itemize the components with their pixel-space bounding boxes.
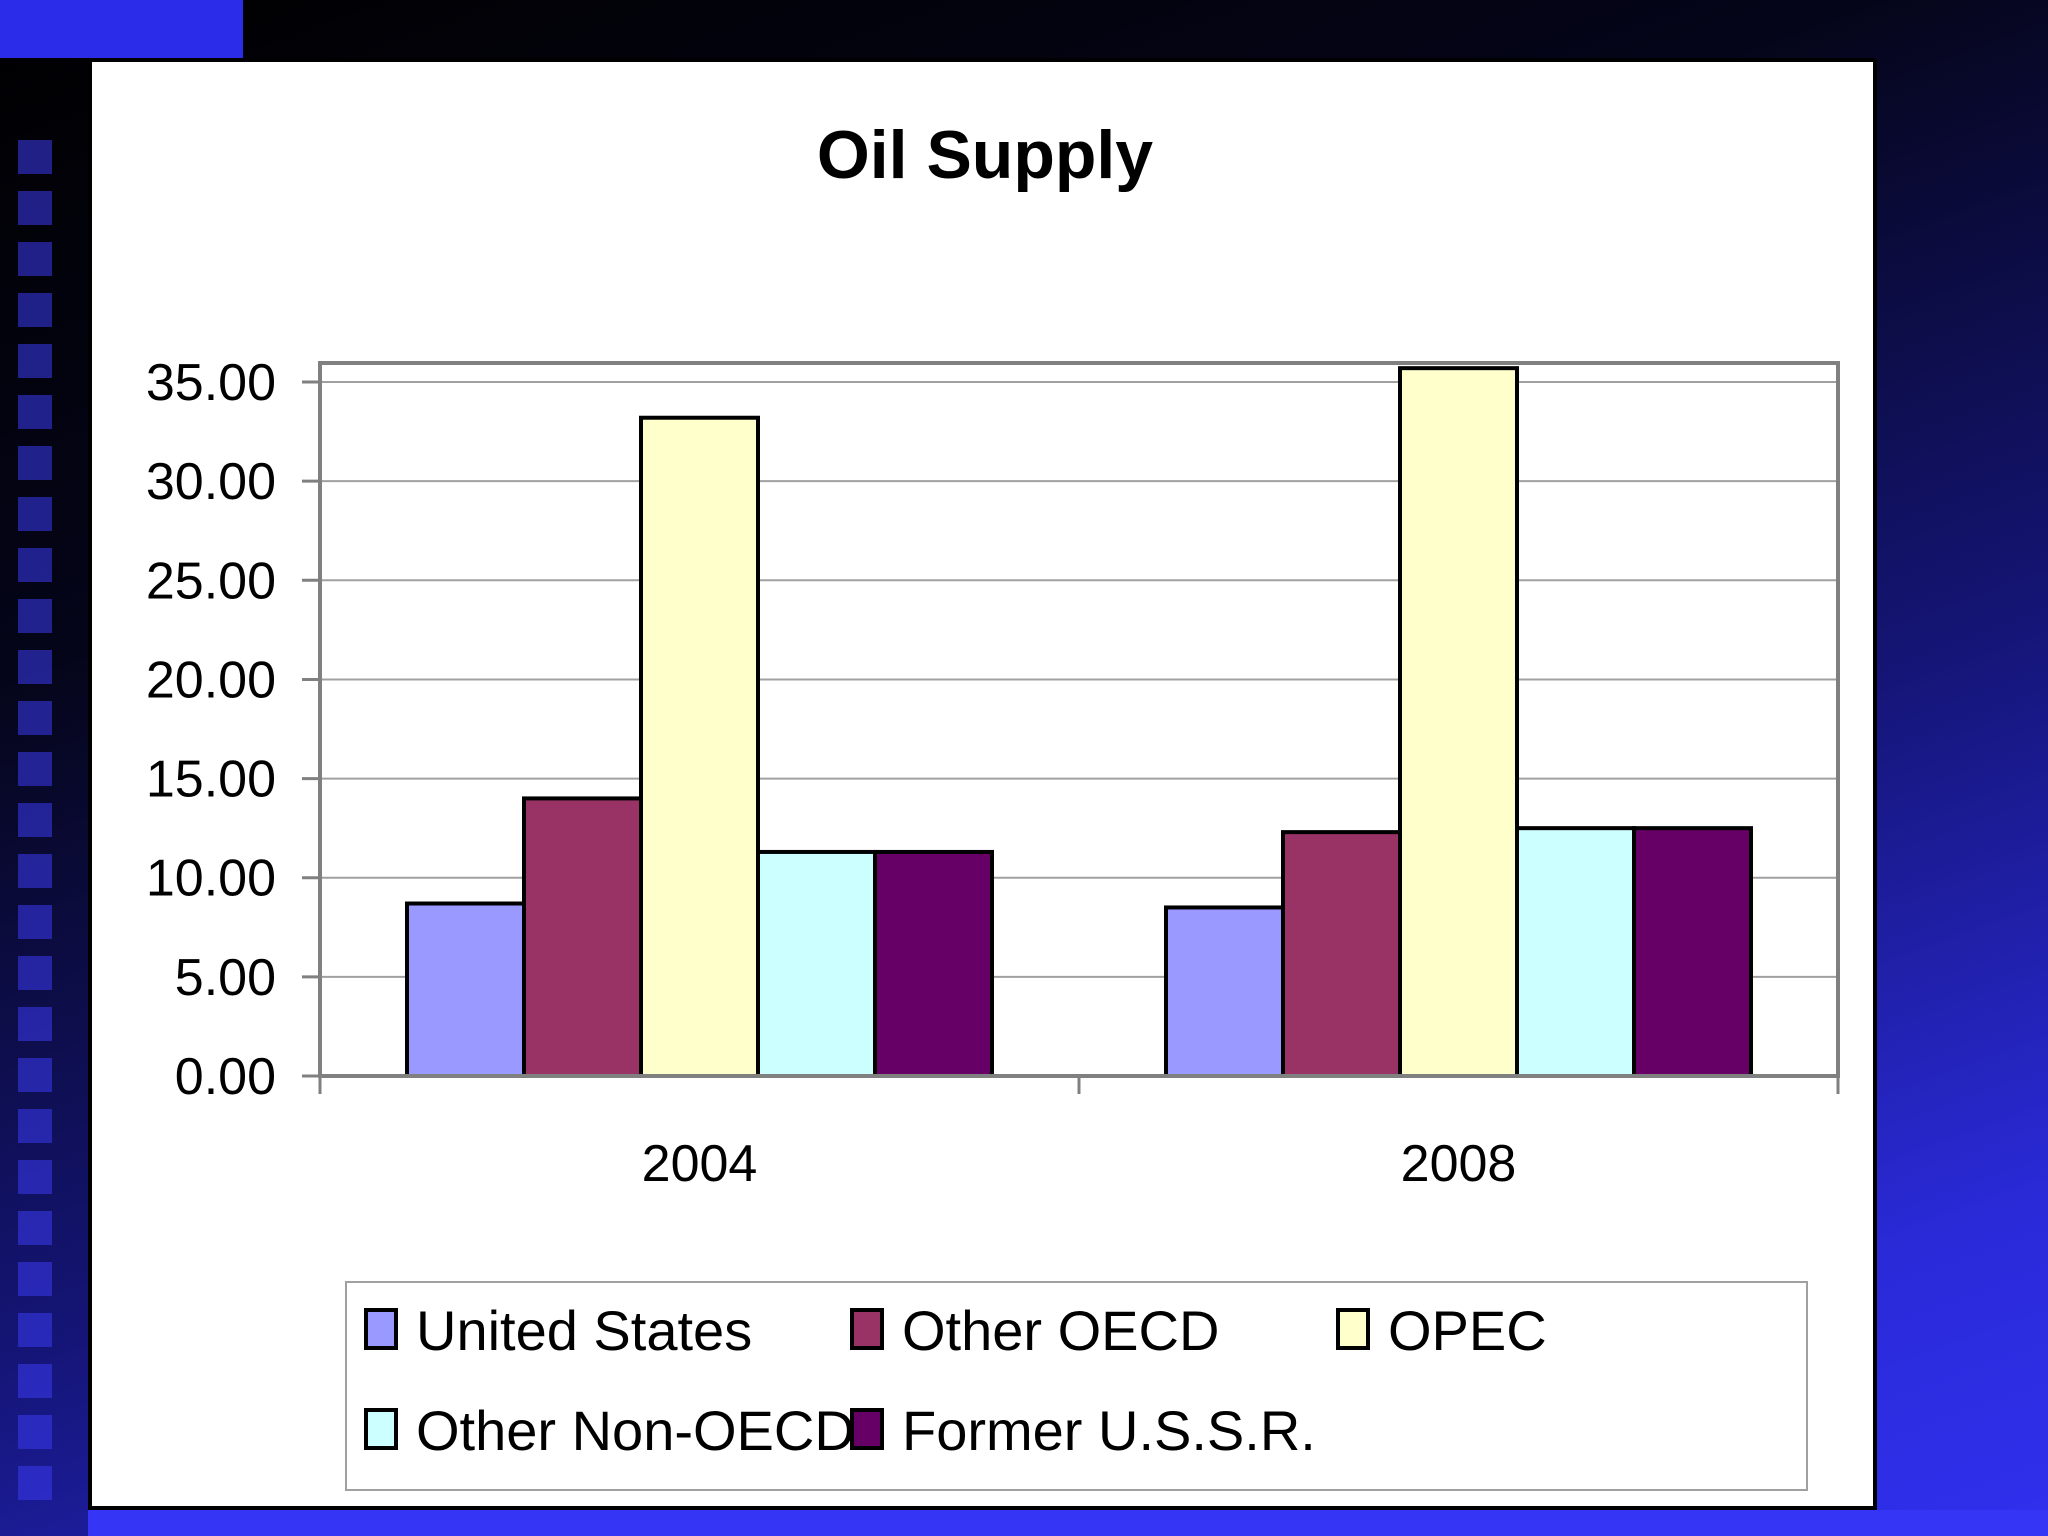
decor-square xyxy=(18,497,52,531)
legend-swatch xyxy=(364,1308,398,1350)
decor-square xyxy=(18,1007,52,1041)
bar xyxy=(639,415,760,1078)
y-tick-label: 10.00 xyxy=(146,850,276,908)
y-tick-label: 5.00 xyxy=(175,949,276,1007)
decor-band xyxy=(0,0,243,58)
bar xyxy=(756,849,877,1078)
y-tick-label: 30.00 xyxy=(146,453,276,511)
bar xyxy=(1632,826,1753,1079)
decor-square xyxy=(18,650,52,684)
bar xyxy=(1515,826,1636,1079)
bar xyxy=(873,849,994,1078)
decor-square xyxy=(18,1313,52,1347)
legend-box xyxy=(345,1281,1808,1491)
legend-swatch xyxy=(850,1408,884,1450)
decor-square xyxy=(18,140,52,174)
decor-square xyxy=(18,1160,52,1194)
bar xyxy=(405,901,526,1079)
decor-square xyxy=(18,242,52,276)
y-tick-label: 20.00 xyxy=(146,651,276,709)
decor-square xyxy=(18,701,52,735)
chart-title: Oil Supply xyxy=(817,117,1153,193)
decor-square xyxy=(18,956,52,990)
decor-square xyxy=(18,191,52,225)
decor-square xyxy=(18,1364,52,1398)
y-tick-label: 25.00 xyxy=(146,552,276,610)
legend-swatch xyxy=(1336,1308,1370,1350)
decor-square xyxy=(18,395,52,429)
decor-square xyxy=(18,446,52,480)
decor-square xyxy=(18,1466,52,1500)
decor-bottom-band xyxy=(88,1510,2048,1536)
y-tick-label: 0.00 xyxy=(175,1048,276,1106)
chart-panel xyxy=(88,58,1877,1510)
bars xyxy=(405,366,1753,1079)
bar xyxy=(1398,366,1519,1078)
legend-label: Former U.S.S.R. xyxy=(902,1399,1316,1462)
legend-label: Other Non-OECD xyxy=(416,1399,855,1462)
x-tick-label: 2004 xyxy=(642,1135,758,1193)
bar xyxy=(1281,830,1402,1078)
legend-label: United States xyxy=(416,1299,752,1362)
axes: 0.00 5.00 10.00 15.00 20.00 25.00 30.00 35.00 20… xyxy=(146,354,1840,1193)
decor-square xyxy=(18,1211,52,1245)
decor-square xyxy=(18,293,52,327)
y-tick-label: 35.00 xyxy=(146,354,276,412)
bar xyxy=(522,796,643,1079)
decor-square xyxy=(18,752,52,786)
legend-label: OPEC xyxy=(1388,1299,1547,1362)
x-tick-label: 2008 xyxy=(1401,1135,1517,1193)
decor-square xyxy=(18,803,52,837)
decor-square xyxy=(18,1058,52,1092)
decor-square xyxy=(18,1262,52,1296)
decor-square xyxy=(18,599,52,633)
legend-swatch xyxy=(850,1308,884,1350)
legend-swatch xyxy=(364,1408,398,1450)
legend: United States Other OECD OPEC Other Non-OEC… xyxy=(345,1281,1808,1491)
decor-square xyxy=(18,854,52,888)
decor-square xyxy=(18,905,52,939)
bar xyxy=(1164,905,1285,1078)
decor-square xyxy=(18,548,52,582)
decor-square xyxy=(18,1109,52,1143)
y-tick-label: 15.00 xyxy=(146,751,276,809)
decor-square xyxy=(18,1415,52,1449)
decor-square xyxy=(18,344,52,378)
legend-label: Other OECD xyxy=(902,1299,1219,1362)
